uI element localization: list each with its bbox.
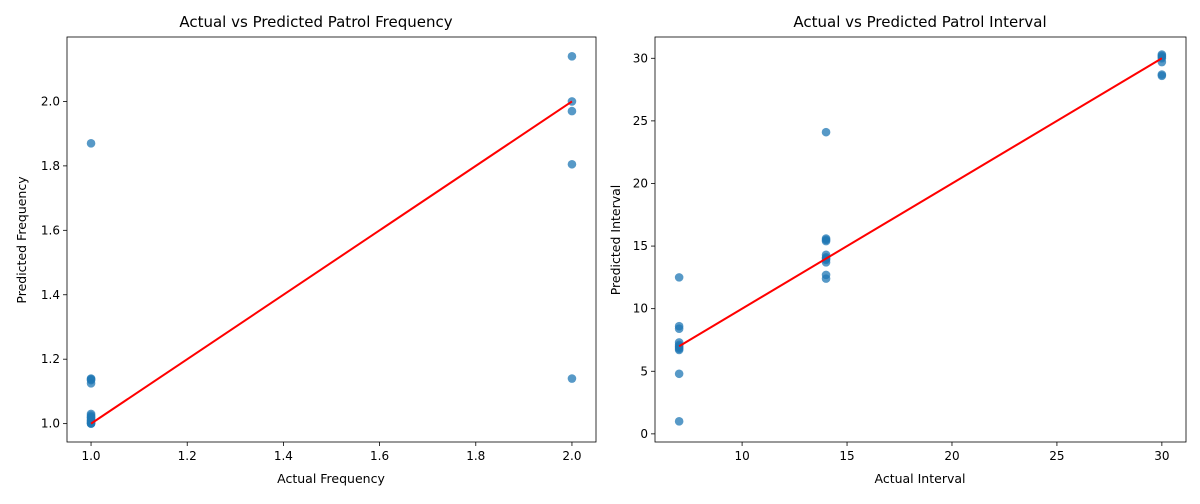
y-tick-label: 10 xyxy=(633,302,648,316)
y-tick-label: 1.8 xyxy=(41,159,60,173)
chart-frequency: Actual vs Predicted Patrol Frequency 1.0… xyxy=(14,13,597,486)
y-tick-label: 1.0 xyxy=(41,417,60,431)
y-tick-label: 1.2 xyxy=(41,352,60,366)
data-point xyxy=(567,106,577,116)
data-point xyxy=(567,159,577,169)
x-tick-label: 20 xyxy=(944,449,959,463)
y-tick-label: 15 xyxy=(633,239,648,253)
data-point xyxy=(674,340,684,350)
y-tick-label: 30 xyxy=(633,51,648,65)
x-tick-label: 1.2 xyxy=(178,449,197,463)
y-tick-label: 20 xyxy=(633,176,648,190)
data-point xyxy=(567,374,577,383)
x-tick-label: 30 xyxy=(1154,449,1169,463)
x-tick-label: 1.0 xyxy=(81,449,100,463)
plot-frame xyxy=(66,36,597,443)
x-tick-label: 10 xyxy=(734,449,749,463)
x-tick-label: 25 xyxy=(1049,449,1064,463)
data-point xyxy=(86,374,96,384)
data-point xyxy=(821,236,831,246)
chart-title: Actual vs Predicted Patrol Frequency xyxy=(179,13,452,31)
x-axis-label: Actual Interval xyxy=(874,471,965,486)
x-tick-label: 2.0 xyxy=(562,449,581,463)
y-tick-label: 2.0 xyxy=(41,94,60,108)
y-tick-label: 1.6 xyxy=(41,223,60,237)
data-point xyxy=(567,52,577,61)
fit-line xyxy=(90,100,573,425)
data-point xyxy=(821,127,831,137)
chart-interval: Actual vs Predicted Patrol Interval 10 15… xyxy=(608,13,1187,486)
data-point xyxy=(1157,71,1167,81)
chart-title: Actual vs Predicted Patrol Interval xyxy=(793,13,1046,31)
y-tick-label: 5 xyxy=(640,364,648,378)
data-point xyxy=(674,324,684,334)
fit-line xyxy=(678,57,1163,348)
y-axis-label: Predicted Frequency xyxy=(14,176,29,304)
data-point xyxy=(674,273,684,282)
x-tick-label: 1.6 xyxy=(370,449,389,463)
y-tick-label: 0 xyxy=(640,427,648,441)
x-tick-label: 1.4 xyxy=(274,449,293,463)
x-tick-label: 15 xyxy=(839,449,854,463)
x-axis-label: Actual Frequency xyxy=(277,471,385,486)
y-tick-label: 25 xyxy=(633,114,648,128)
data-point xyxy=(86,139,96,148)
plot-frame xyxy=(654,36,1187,443)
plot-layer: 10 15 20 25 30 0 5 10 15 20 25 30 xyxy=(633,50,1170,463)
y-tick-label: 1.4 xyxy=(41,288,60,302)
x-tick-label: 1.8 xyxy=(466,449,485,463)
data-point xyxy=(674,369,684,379)
y-axis-label: Predicted Interval xyxy=(608,185,623,296)
plot-layer: 1.0 1.2 1.4 1.6 1.8 2.0 1.0 1.2 1.4 1.6 1.8 2.0 xyxy=(41,52,582,463)
data-point xyxy=(821,274,831,283)
data-point xyxy=(674,417,684,426)
